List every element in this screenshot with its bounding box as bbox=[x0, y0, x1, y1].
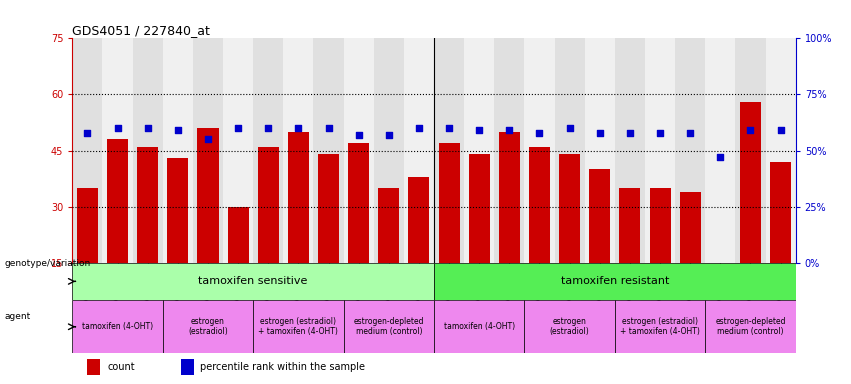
Text: tamoxifen (4-OHT): tamoxifen (4-OHT) bbox=[82, 322, 153, 331]
Point bbox=[533, 129, 546, 136]
Point bbox=[623, 129, 637, 136]
Bar bbox=[464, 38, 494, 263]
Bar bbox=[705, 38, 735, 263]
Bar bbox=[374, 38, 404, 263]
Bar bbox=[180, 359, 194, 375]
Bar bbox=[705, 300, 796, 353]
Bar bbox=[499, 132, 520, 263]
Point bbox=[261, 125, 275, 131]
Bar bbox=[254, 38, 283, 263]
Bar bbox=[555, 38, 585, 263]
Point bbox=[81, 129, 94, 136]
Point bbox=[654, 129, 667, 136]
Bar bbox=[344, 38, 374, 263]
Bar bbox=[585, 38, 614, 263]
Bar bbox=[344, 300, 434, 353]
Bar bbox=[614, 300, 705, 353]
Bar bbox=[438, 143, 460, 263]
Bar bbox=[675, 38, 705, 263]
Point bbox=[231, 125, 245, 131]
Text: estrogen (estradiol)
+ tamoxifen (4-OHT): estrogen (estradiol) + tamoxifen (4-OHT) bbox=[620, 317, 700, 336]
Bar bbox=[72, 263, 434, 300]
Bar bbox=[620, 188, 641, 263]
Bar bbox=[283, 38, 313, 263]
Point bbox=[322, 125, 335, 131]
Bar bbox=[770, 162, 791, 263]
Bar bbox=[107, 139, 129, 263]
Bar bbox=[318, 154, 339, 263]
Point bbox=[412, 125, 426, 131]
Bar bbox=[740, 102, 761, 263]
Bar bbox=[254, 300, 344, 353]
Bar bbox=[223, 38, 254, 263]
Bar bbox=[72, 300, 163, 353]
Text: genotype/variation: genotype/variation bbox=[4, 258, 90, 268]
Point bbox=[744, 127, 757, 133]
Text: count: count bbox=[107, 362, 134, 372]
Text: estrogen
(estradiol): estrogen (estradiol) bbox=[188, 317, 228, 336]
Bar bbox=[227, 207, 248, 263]
Text: estrogen-depleted
medium (control): estrogen-depleted medium (control) bbox=[715, 317, 785, 336]
Bar bbox=[77, 188, 98, 263]
Point bbox=[443, 125, 456, 131]
Point bbox=[111, 125, 124, 131]
Bar bbox=[258, 147, 279, 263]
Bar bbox=[735, 38, 766, 263]
Bar bbox=[434, 38, 464, 263]
Point bbox=[713, 154, 727, 161]
Text: estrogen
(estradiol): estrogen (estradiol) bbox=[550, 317, 590, 336]
Point bbox=[201, 136, 214, 142]
Text: GDS4051 / 227840_at: GDS4051 / 227840_at bbox=[72, 24, 210, 37]
Bar bbox=[434, 263, 796, 300]
Bar bbox=[710, 263, 731, 308]
Bar bbox=[766, 38, 796, 263]
Bar bbox=[680, 192, 700, 263]
Bar bbox=[434, 300, 524, 353]
Bar bbox=[649, 188, 671, 263]
Point bbox=[774, 127, 787, 133]
Point bbox=[593, 129, 607, 136]
Bar bbox=[589, 169, 610, 263]
Bar bbox=[378, 188, 399, 263]
Point bbox=[382, 132, 396, 138]
Bar bbox=[197, 128, 219, 263]
Point bbox=[141, 125, 155, 131]
Text: tamoxifen sensitive: tamoxifen sensitive bbox=[198, 276, 308, 286]
Bar bbox=[614, 38, 645, 263]
Bar bbox=[524, 300, 614, 353]
Bar bbox=[87, 359, 100, 375]
Text: tamoxifen resistant: tamoxifen resistant bbox=[561, 276, 669, 286]
Text: percentile rank within the sample: percentile rank within the sample bbox=[200, 362, 365, 372]
Bar bbox=[404, 38, 434, 263]
Text: estrogen-depleted
medium (control): estrogen-depleted medium (control) bbox=[353, 317, 424, 336]
Bar bbox=[494, 38, 524, 263]
Point bbox=[472, 127, 486, 133]
Bar bbox=[348, 143, 369, 263]
Bar bbox=[408, 177, 430, 263]
Text: agent: agent bbox=[4, 312, 31, 321]
Bar bbox=[168, 158, 188, 263]
Bar bbox=[529, 147, 550, 263]
Point bbox=[292, 125, 306, 131]
Bar bbox=[559, 154, 580, 263]
Point bbox=[683, 129, 697, 136]
Point bbox=[351, 132, 365, 138]
Bar bbox=[288, 132, 309, 263]
Bar bbox=[193, 38, 223, 263]
Bar bbox=[163, 300, 254, 353]
Text: estrogen (estradiol)
+ tamoxifen (4-OHT): estrogen (estradiol) + tamoxifen (4-OHT) bbox=[259, 317, 339, 336]
Bar bbox=[102, 38, 133, 263]
Bar bbox=[469, 154, 490, 263]
Bar bbox=[163, 38, 193, 263]
Bar bbox=[72, 38, 102, 263]
Bar bbox=[137, 147, 158, 263]
Point bbox=[171, 127, 185, 133]
Bar bbox=[524, 38, 555, 263]
Point bbox=[503, 127, 517, 133]
Text: tamoxifen (4-OHT): tamoxifen (4-OHT) bbox=[443, 322, 515, 331]
Bar bbox=[313, 38, 344, 263]
Bar bbox=[133, 38, 163, 263]
Point bbox=[563, 125, 576, 131]
Bar bbox=[645, 38, 675, 263]
